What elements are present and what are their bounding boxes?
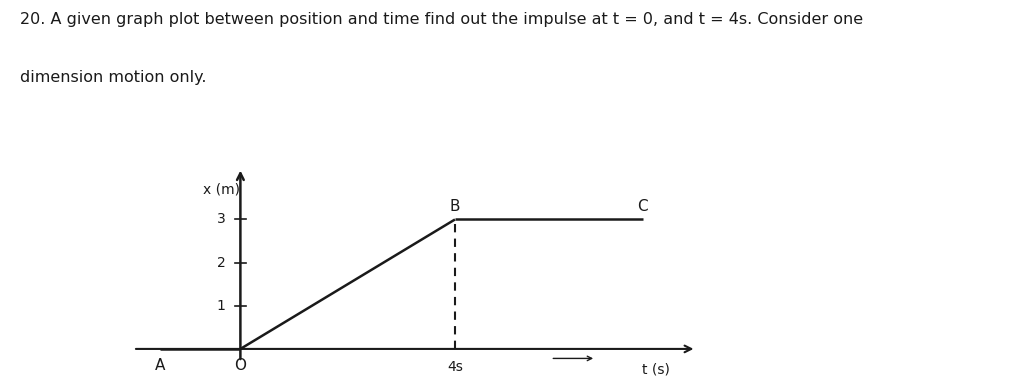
Text: 20. A given graph plot between position and time find out the impulse at t = 0, : 20. A given graph plot between position … [20,12,863,27]
Text: A: A [155,358,165,373]
Text: x (m): x (m) [203,182,240,196]
Text: 4s: 4s [447,360,463,374]
Text: dimension motion only.: dimension motion only. [20,70,207,85]
Text: B: B [450,199,460,214]
Text: 2: 2 [217,255,225,269]
Text: O: O [234,358,247,373]
Text: t (s): t (s) [642,363,670,377]
Text: 3: 3 [217,213,225,227]
Text: 1: 1 [216,299,225,313]
Text: C: C [637,199,648,214]
